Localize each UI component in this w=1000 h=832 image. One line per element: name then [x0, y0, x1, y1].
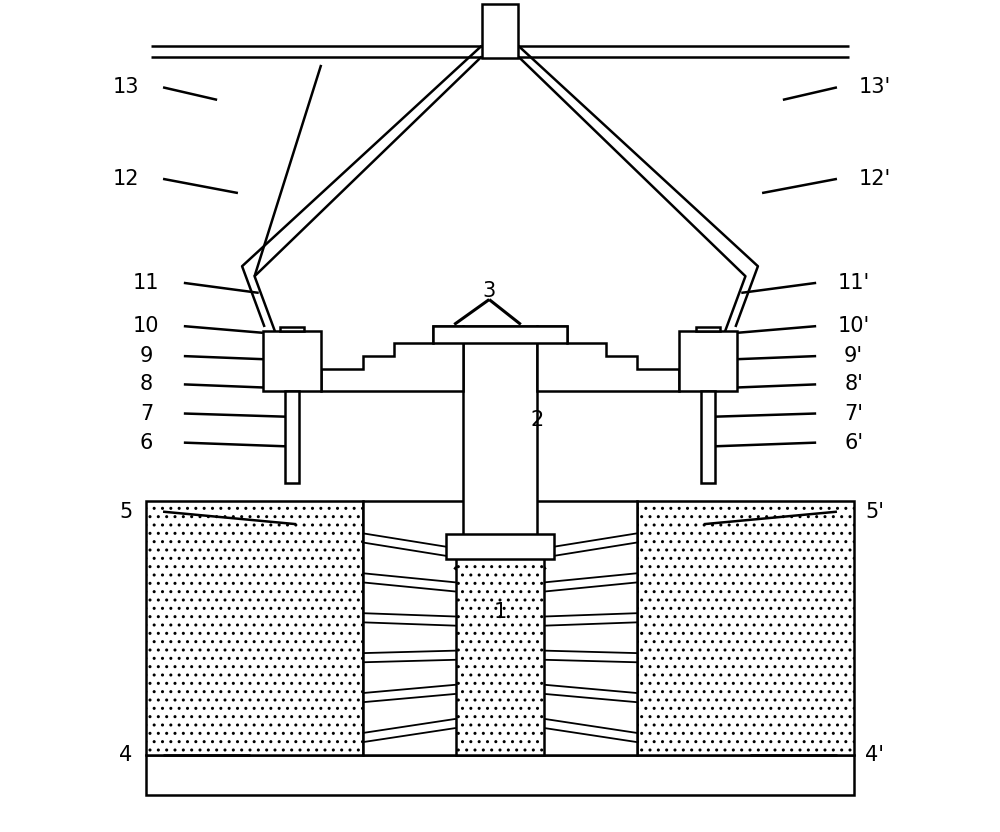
Text: 7': 7' — [844, 404, 863, 423]
Text: 11': 11' — [837, 273, 870, 293]
Bar — [285, 391, 299, 483]
Text: 2: 2 — [531, 410, 544, 430]
Bar — [482, 4, 518, 58]
Polygon shape — [321, 326, 463, 391]
Text: 9: 9 — [140, 346, 153, 366]
Polygon shape — [537, 326, 679, 391]
Text: 12: 12 — [112, 169, 139, 189]
Text: 9': 9' — [844, 346, 863, 366]
Text: 10: 10 — [133, 316, 160, 336]
Text: 13': 13' — [858, 77, 891, 97]
Bar — [696, 327, 720, 331]
Bar — [701, 391, 715, 483]
Text: 13: 13 — [112, 77, 139, 97]
Text: 4': 4' — [865, 745, 884, 765]
Text: 1: 1 — [493, 602, 507, 622]
Text: 10': 10' — [837, 316, 870, 336]
Bar — [263, 331, 321, 391]
Text: 8': 8' — [844, 374, 863, 394]
Text: 4: 4 — [119, 745, 132, 765]
Text: 11: 11 — [133, 273, 160, 293]
Bar — [446, 534, 554, 559]
Text: 8: 8 — [140, 374, 153, 394]
Bar — [363, 501, 637, 755]
Bar — [433, 326, 567, 343]
Text: 5: 5 — [119, 502, 132, 522]
Bar — [280, 327, 304, 331]
Text: 5': 5' — [865, 502, 884, 522]
Text: 7: 7 — [140, 404, 153, 423]
Text: 6': 6' — [844, 433, 863, 453]
Bar — [146, 501, 363, 755]
Bar — [679, 331, 737, 391]
Text: 6: 6 — [140, 433, 153, 453]
Text: 3: 3 — [483, 281, 496, 301]
Bar — [637, 501, 854, 755]
Text: 12': 12' — [858, 169, 891, 189]
Bar — [463, 326, 537, 538]
Bar — [456, 538, 544, 755]
Bar — [146, 755, 854, 795]
